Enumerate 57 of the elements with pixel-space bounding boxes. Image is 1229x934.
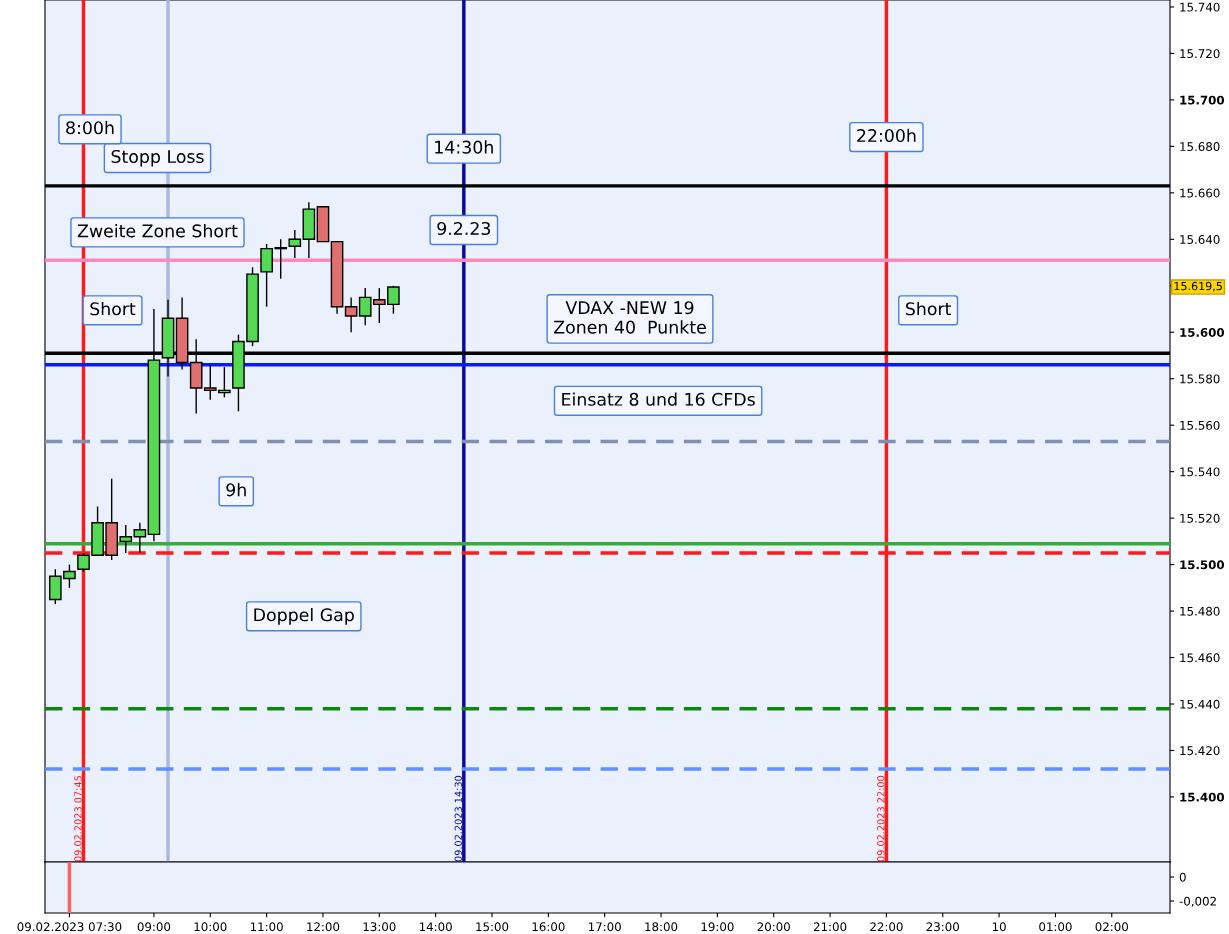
y-tick-label: 15.700 [1180, 95, 1225, 105]
x-tick-label: 15:00 [476, 922, 509, 932]
x-tick-label: 22:00 [870, 922, 903, 932]
x-tick-label: 09:00 [137, 922, 171, 932]
x-tick-label: 01:00 [1039, 922, 1072, 932]
y-tick-label: 15.460 [1180, 653, 1220, 663]
y-tick-label: 15.720 [1180, 49, 1220, 59]
x-tick-label: 23:00 [926, 922, 959, 932]
y-tick-label: 15.660 [1180, 188, 1220, 198]
ref-line-label: Zweite Zone Short [77, 223, 238, 238]
ref-line-label: 09.02.2023 22:00 [877, 775, 885, 862]
annotation: VDAX -NEW 19 Zonen 40 Punkte [554, 301, 706, 334]
text: 15.619,5 [1174, 281, 1222, 292]
annotation: 8:00h [66, 120, 114, 135]
candlestick [288, 229, 302, 259]
x-tick-label: 10:00 [194, 922, 227, 932]
x-tick-label: 12:00 [307, 922, 340, 932]
x-tick-label: 19:00 [701, 922, 734, 932]
y-tick-label: 15.400 [1180, 792, 1225, 802]
x-tick-label: 20:00 [757, 922, 790, 932]
y-tick-label: 15.680 [1180, 142, 1220, 152]
annotation: 9.2.23 [437, 221, 491, 236]
x-tick-label: 13:00 [363, 922, 396, 932]
x-tick-label: 16:00 [532, 922, 565, 932]
annotation: 14:30h [435, 140, 493, 154]
y-tick-label: 15.560 [1180, 420, 1220, 430]
y-tick-label: 15.600 [1180, 327, 1225, 337]
x-tick-label: 09.02.2023 07:30 [17, 922, 122, 932]
y-tick-label: 15.740 [1180, 2, 1220, 12]
y-tick-label: 15.520 [1180, 513, 1220, 523]
y-tick-label: 15.640 [1180, 235, 1220, 244]
ref-line-label: 09.02.2023 14:30 [454, 775, 462, 862]
x-tick-label: 11:00 [250, 922, 283, 932]
y-tick-label: 0 [1179, 872, 1186, 882]
annotation: Short [905, 301, 951, 316]
candlestick [133, 522, 147, 554]
x-tick-label: 18:00 [645, 922, 678, 932]
x-tick-label: 02:00 [1095, 922, 1128, 932]
annotation: Short [90, 301, 136, 316]
annotation: Einsatz 8 und 16 CFDs [562, 392, 755, 406]
x-tick-label: 21:00 [813, 922, 847, 932]
ref-line-label: Stopp Loss [111, 149, 204, 167]
x-tick-label: 10 [992, 922, 1006, 932]
annotation: Doppel Gap [254, 607, 354, 625]
y-tick-label: -0,002 [1179, 896, 1216, 907]
y-tick-label: 15.480 [1180, 606, 1220, 616]
x-tick-label: 17:00 [588, 922, 621, 932]
y-tick-label: 15.440 [1180, 699, 1220, 709]
x-tick-label: 14:00 [419, 922, 452, 932]
y-tick-label: 15.420 [1180, 746, 1220, 756]
y-tick-label: 15.540 [1180, 467, 1220, 477]
y-tick-label: 15.500 [1180, 560, 1225, 570]
ref-line-label: 09.02.2023 07:45 [74, 776, 82, 862]
candlestick [344, 296, 358, 333]
annotation: 22:00h [857, 128, 916, 143]
annotation: 9h [226, 482, 246, 497]
y-tick-label: 15.580 [1180, 374, 1220, 384]
